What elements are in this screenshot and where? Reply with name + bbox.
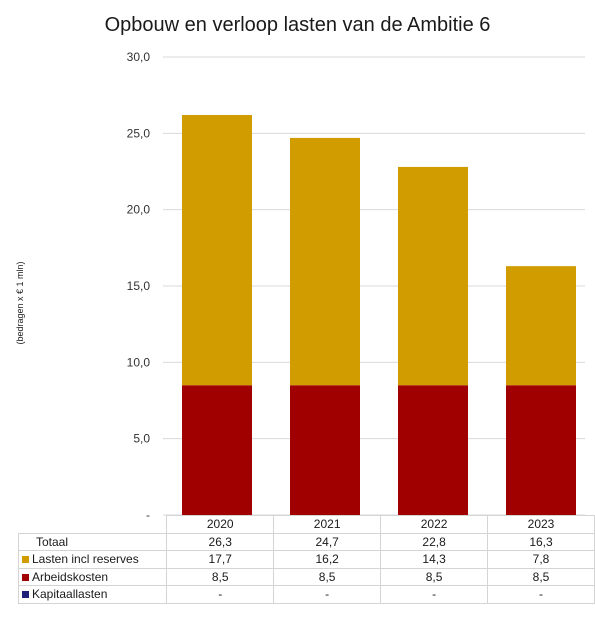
y-tick-label: 10,0 <box>127 355 151 369</box>
y-tick-label: 15,0 <box>127 279 151 293</box>
table-cell: 8,5 <box>487 567 595 586</box>
table-cell: 8,5 <box>166 567 275 586</box>
legend-key-lasten <box>22 556 29 564</box>
bar-lasten-incl-reserves <box>182 115 252 386</box>
y-tick-label: 25,0 <box>127 126 151 140</box>
table-cell: 8,5 <box>380 567 489 586</box>
row-label: Lasten incl reserves <box>17 550 168 569</box>
bar-arbeidskosten <box>182 385 252 515</box>
category-label: 2022 <box>380 515 489 534</box>
category-label: 2020 <box>166 515 275 534</box>
row-label: Totaal <box>17 532 168 551</box>
totaal-label: Totaal <box>36 534 69 549</box>
table-cell: 8,5 <box>273 567 382 586</box>
table-cell: 14,3 <box>380 550 489 569</box>
bar-lasten-incl-reserves <box>398 166 468 386</box>
legend-key-arbeidskosten <box>22 573 29 581</box>
table-cell: 26,3 <box>166 532 275 551</box>
table-cell: - <box>487 585 595 604</box>
bar-lasten-incl-reserves <box>290 137 360 386</box>
chart-title: Opbouw en verloop lasten van de Ambitie … <box>104 14 491 36</box>
legend-key-kapitaallasten <box>22 591 29 599</box>
table-cell: - <box>380 585 489 604</box>
row-label: Arbeidskosten <box>17 567 168 586</box>
table-cell: - <box>166 585 275 604</box>
series-name: Arbeidskosten <box>32 569 109 584</box>
table-header-row: 2020 2021 2022 2023 <box>18 515 595 534</box>
data-table: 2020 2021 2022 2023 Totaal 26,3 24,7 22,… <box>17 515 595 604</box>
table-cell: 7,8 <box>487 550 595 569</box>
y-tick-label: 20,0 <box>127 203 151 217</box>
row-label: Kapitaallasten <box>17 585 168 604</box>
bar-lasten-incl-reserves <box>506 266 576 386</box>
table-cell: - <box>273 585 382 604</box>
bar-arbeidskosten <box>398 385 468 515</box>
bar-arbeidskosten <box>290 385 360 515</box>
bar-arbeidskosten <box>506 385 576 515</box>
table-cell: 16,2 <box>273 550 382 569</box>
series-name: Kapitaallasten <box>32 587 108 602</box>
table-cell: 17,7 <box>166 550 275 569</box>
table-row-lasten: Lasten incl reserves 17,7 16,2 14,3 7,8 <box>17 550 595 569</box>
table-cell: 24,7 <box>273 532 382 551</box>
table-cell: 22,8 <box>380 532 489 551</box>
y-tick-label: 5,0 <box>133 432 150 446</box>
table-row-arbeidskosten: Arbeidskosten 8,5 8,5 8,5 8,5 <box>17 567 595 586</box>
y-tick-label: - <box>146 508 150 522</box>
category-label: 2023 <box>487 515 595 534</box>
category-label: 2021 <box>273 515 382 534</box>
table-cell: 16,3 <box>487 532 595 551</box>
table-row-totaal: Totaal 26,3 24,7 22,8 16,3 <box>17 532 595 551</box>
series-name: Lasten incl reserves <box>32 552 139 567</box>
y-tick-label: 30,0 <box>127 50 151 64</box>
table-row-kapitaallasten: Kapitaallasten - - - - <box>17 585 595 604</box>
table-corner <box>18 515 168 534</box>
